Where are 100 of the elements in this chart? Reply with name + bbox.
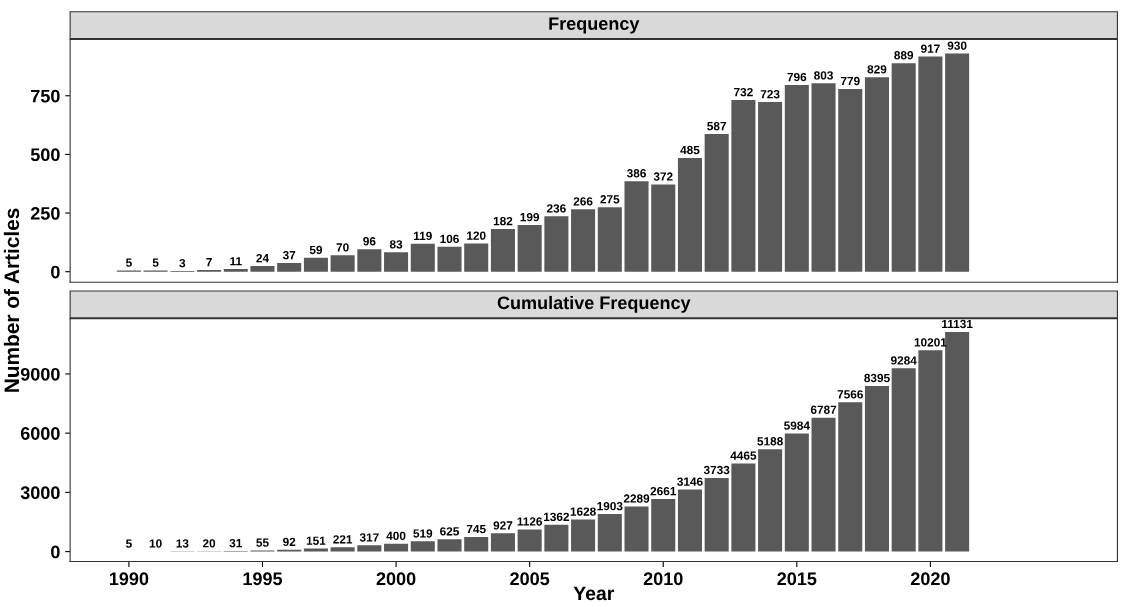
y-tick-label: 3000 [20, 486, 60, 500]
bar [731, 99, 756, 272]
data-label: 37 [282, 250, 296, 260]
data-label: 221 [333, 535, 353, 544]
data-label: 2289 [623, 494, 650, 503]
bar [758, 449, 783, 552]
x-tick-label: 2020 [910, 572, 950, 586]
bar [330, 255, 355, 272]
data-label: 96 [363, 237, 376, 246]
x-tick-label: 2000 [376, 572, 416, 586]
data-label: 83 [389, 240, 403, 249]
bar [704, 477, 729, 552]
data-label: 182 [493, 216, 513, 226]
data-label: 1628 [570, 507, 596, 516]
y-tick-label: 750 [31, 89, 60, 103]
bar [357, 249, 382, 272]
bar [704, 133, 729, 272]
bar [277, 263, 302, 272]
data-label: 8395 [864, 373, 890, 383]
data-label: 10 [149, 539, 162, 548]
data-label: 31 [229, 538, 242, 548]
bar [891, 368, 916, 552]
bar [945, 331, 970, 552]
bar [330, 547, 355, 552]
x-tick-label: 2005 [510, 572, 550, 586]
data-label: 519 [413, 529, 433, 538]
bar [784, 433, 809, 552]
data-label: 7 [206, 258, 212, 267]
data-label: 2661 [650, 487, 677, 496]
bar [918, 350, 943, 552]
data-label: 927 [493, 521, 513, 530]
data-label: 119 [414, 231, 432, 241]
data-label: 3146 [677, 477, 703, 486]
bar [838, 402, 863, 552]
data-label: 732 [734, 87, 753, 97]
x-axis-title: Year [573, 586, 615, 601]
bar [303, 257, 328, 272]
bar [891, 63, 916, 272]
bar [918, 56, 943, 272]
bar [864, 77, 889, 272]
bar [223, 269, 248, 272]
data-label: 1126 [517, 517, 543, 526]
x-tick-label: 1990 [109, 572, 149, 586]
bar [731, 463, 756, 552]
data-label: 7566 [837, 390, 863, 399]
data-label: 3733 [703, 465, 730, 475]
bar [544, 216, 569, 272]
bar [250, 266, 275, 272]
y-tick-label: 9000 [20, 367, 60, 381]
data-label: 889 [894, 51, 914, 60]
data-label: 4465 [730, 451, 757, 460]
bar [464, 243, 489, 272]
data-label: 266 [573, 197, 593, 206]
data-label: 55 [256, 538, 269, 547]
data-label: 779 [840, 76, 860, 86]
bar [651, 184, 676, 272]
bar [811, 417, 836, 552]
bar [517, 225, 542, 272]
data-label: 5 [125, 539, 132, 548]
data-label: 386 [626, 169, 646, 178]
data-label: 1903 [597, 501, 623, 511]
bar [624, 506, 649, 552]
data-label: 236 [546, 204, 566, 213]
data-label: 1362 [543, 512, 570, 522]
bar [838, 88, 863, 272]
data-label: 24 [256, 253, 269, 263]
data-label: 803 [814, 71, 833, 80]
x-tick-label: 2010 [643, 572, 683, 586]
data-label: 5 [125, 258, 132, 267]
x-tick-label: 1995 [243, 572, 283, 586]
y-tick-label: 6000 [20, 427, 60, 440]
data-label: 120 [467, 231, 486, 240]
data-label: 199 [520, 212, 540, 222]
bar [597, 207, 622, 272]
bar [677, 157, 702, 272]
bar [677, 489, 702, 552]
data-label: 829 [867, 65, 887, 74]
data-label: 930 [947, 41, 967, 50]
bar [571, 209, 596, 272]
data-label: 485 [680, 145, 700, 155]
bar [410, 541, 435, 552]
data-label: 92 [283, 537, 296, 547]
bar [758, 102, 783, 272]
chart-title: Frequency [549, 17, 640, 34]
bar [624, 181, 649, 272]
bar [384, 252, 409, 272]
bar [490, 229, 515, 272]
bar [945, 53, 970, 272]
bar [384, 543, 409, 552]
bar [437, 539, 462, 552]
data-label: 5188 [757, 437, 783, 446]
bar [544, 524, 569, 552]
data-label: 5 [152, 258, 159, 267]
bar [571, 519, 596, 552]
bar [410, 243, 435, 272]
y-tick-label: 500 [30, 148, 60, 162]
data-label: 9284 [890, 356, 917, 365]
data-label: 106 [440, 234, 459, 244]
bar [517, 529, 542, 552]
data-label: 372 [653, 172, 673, 181]
